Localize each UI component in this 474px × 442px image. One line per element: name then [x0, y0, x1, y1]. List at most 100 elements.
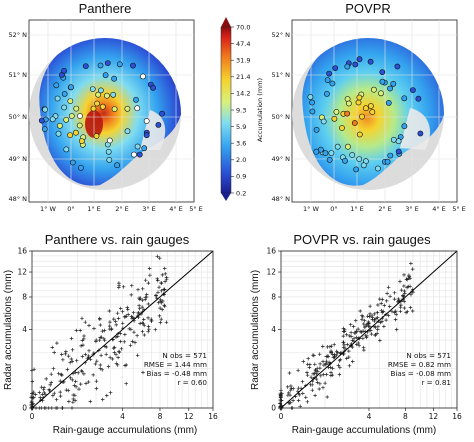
scatter-point	[315, 380, 320, 385]
scatter-point	[159, 281, 163, 285]
gauge-marker	[124, 128, 131, 135]
scatter-point	[360, 317, 364, 322]
colorbar-tick-label: 0.9	[236, 173, 246, 181]
scatter-point	[140, 305, 144, 309]
scatter-point	[326, 354, 331, 359]
scatter-point	[56, 371, 61, 376]
scatter-point	[287, 371, 292, 375]
scatter-point	[129, 293, 133, 297]
gauge-markers	[38, 60, 165, 171]
gauge-marker	[415, 95, 422, 102]
scatter-point	[54, 397, 59, 402]
scatter-point	[108, 320, 112, 324]
gauge-marker	[63, 146, 70, 153]
scatter-point	[301, 359, 306, 364]
scatter-point	[58, 390, 62, 394]
scatter-point	[404, 310, 408, 315]
scatter-point	[127, 327, 131, 331]
scatter-point	[316, 369, 320, 374]
gauge-marker	[73, 129, 79, 136]
scatter-point	[159, 289, 164, 293]
scatter-point	[59, 352, 64, 357]
scatter-point	[128, 343, 133, 348]
scatter-point	[289, 384, 293, 388]
scatter-point	[379, 301, 383, 306]
scatter-point	[337, 358, 342, 363]
scatter-point	[52, 391, 57, 395]
scatter-point	[60, 373, 64, 377]
gauge-marker	[370, 86, 377, 93]
scatter-point	[325, 395, 329, 399]
y-tick-label: 0	[22, 404, 27, 413]
scatter-point	[313, 393, 317, 398]
scatter-point	[71, 393, 75, 397]
scatter-point	[363, 325, 367, 329]
scatter-point	[113, 319, 118, 324]
scatter-point	[39, 385, 44, 389]
gauge-marker	[124, 105, 131, 112]
colorbar-tick-label: 21.4	[236, 73, 250, 81]
scatter-point	[158, 320, 163, 325]
gauge-marker	[61, 104, 68, 111]
map-title: Panthere	[79, 1, 132, 16]
scatter-point	[369, 332, 374, 336]
scatter-point	[312, 371, 317, 376]
scatter-point	[329, 373, 333, 378]
scatter-point	[69, 336, 74, 341]
colorbar-tick-label: 70.0	[236, 23, 250, 31]
scatter-point	[405, 277, 409, 282]
scatter-point	[123, 363, 127, 368]
gauge-marker	[334, 143, 341, 150]
y-tick-label: 8	[271, 293, 276, 302]
scatter-point	[366, 320, 371, 324]
scatter-point	[386, 313, 391, 318]
scatter-point	[394, 327, 399, 332]
gauge-marker	[143, 132, 150, 139]
colorbar-tick-label: 47.4	[236, 40, 250, 48]
scatter-point	[382, 303, 387, 308]
scatter-point	[310, 388, 315, 392]
scatter-point	[146, 329, 150, 334]
scatter-point	[48, 383, 52, 387]
scatter-point	[317, 387, 321, 391]
scatter-point	[289, 386, 294, 391]
scatter-point	[345, 342, 350, 347]
scatter-point	[162, 266, 167, 271]
scatter-point	[137, 306, 142, 311]
gauge-marker	[344, 110, 350, 117]
gauge-marker	[130, 62, 136, 69]
scatter-point	[121, 285, 126, 289]
lon-label: 3° E	[142, 205, 156, 213]
colorbar-tick-label: 31.9	[236, 57, 250, 65]
scatter-point	[342, 343, 346, 347]
gauge-marker	[133, 96, 139, 103]
scatter-point	[74, 328, 79, 333]
scatter-point	[97, 338, 102, 342]
gauge-marker	[155, 122, 162, 128]
map-title: POVPR	[345, 1, 391, 16]
scatter-point	[76, 371, 81, 375]
lat-label: 52° N	[272, 31, 291, 39]
scatter-point	[321, 359, 325, 364]
gauge-marker	[353, 166, 359, 173]
scatter-point	[126, 312, 130, 317]
scatter-point	[350, 359, 355, 364]
scatter-point	[29, 400, 34, 405]
scatter-point	[109, 327, 114, 331]
lat-label: 48° N	[272, 195, 291, 203]
x-tick-label: 12	[184, 412, 194, 421]
scatter-point	[410, 267, 415, 271]
scatter-point	[114, 361, 119, 366]
scatter-point	[163, 279, 167, 284]
gauge-marker	[111, 75, 117, 82]
scatter-point	[120, 321, 125, 326]
scatter-point	[38, 395, 42, 400]
scatter-point	[351, 324, 356, 329]
lat-label: 48° N	[9, 195, 28, 203]
gauge-marker	[345, 100, 352, 107]
gauge-marker	[351, 120, 358, 126]
scatter-point	[328, 365, 333, 370]
scatter-point	[42, 385, 46, 390]
x-tick-label: 16	[452, 412, 462, 421]
scatter-point	[100, 329, 105, 333]
